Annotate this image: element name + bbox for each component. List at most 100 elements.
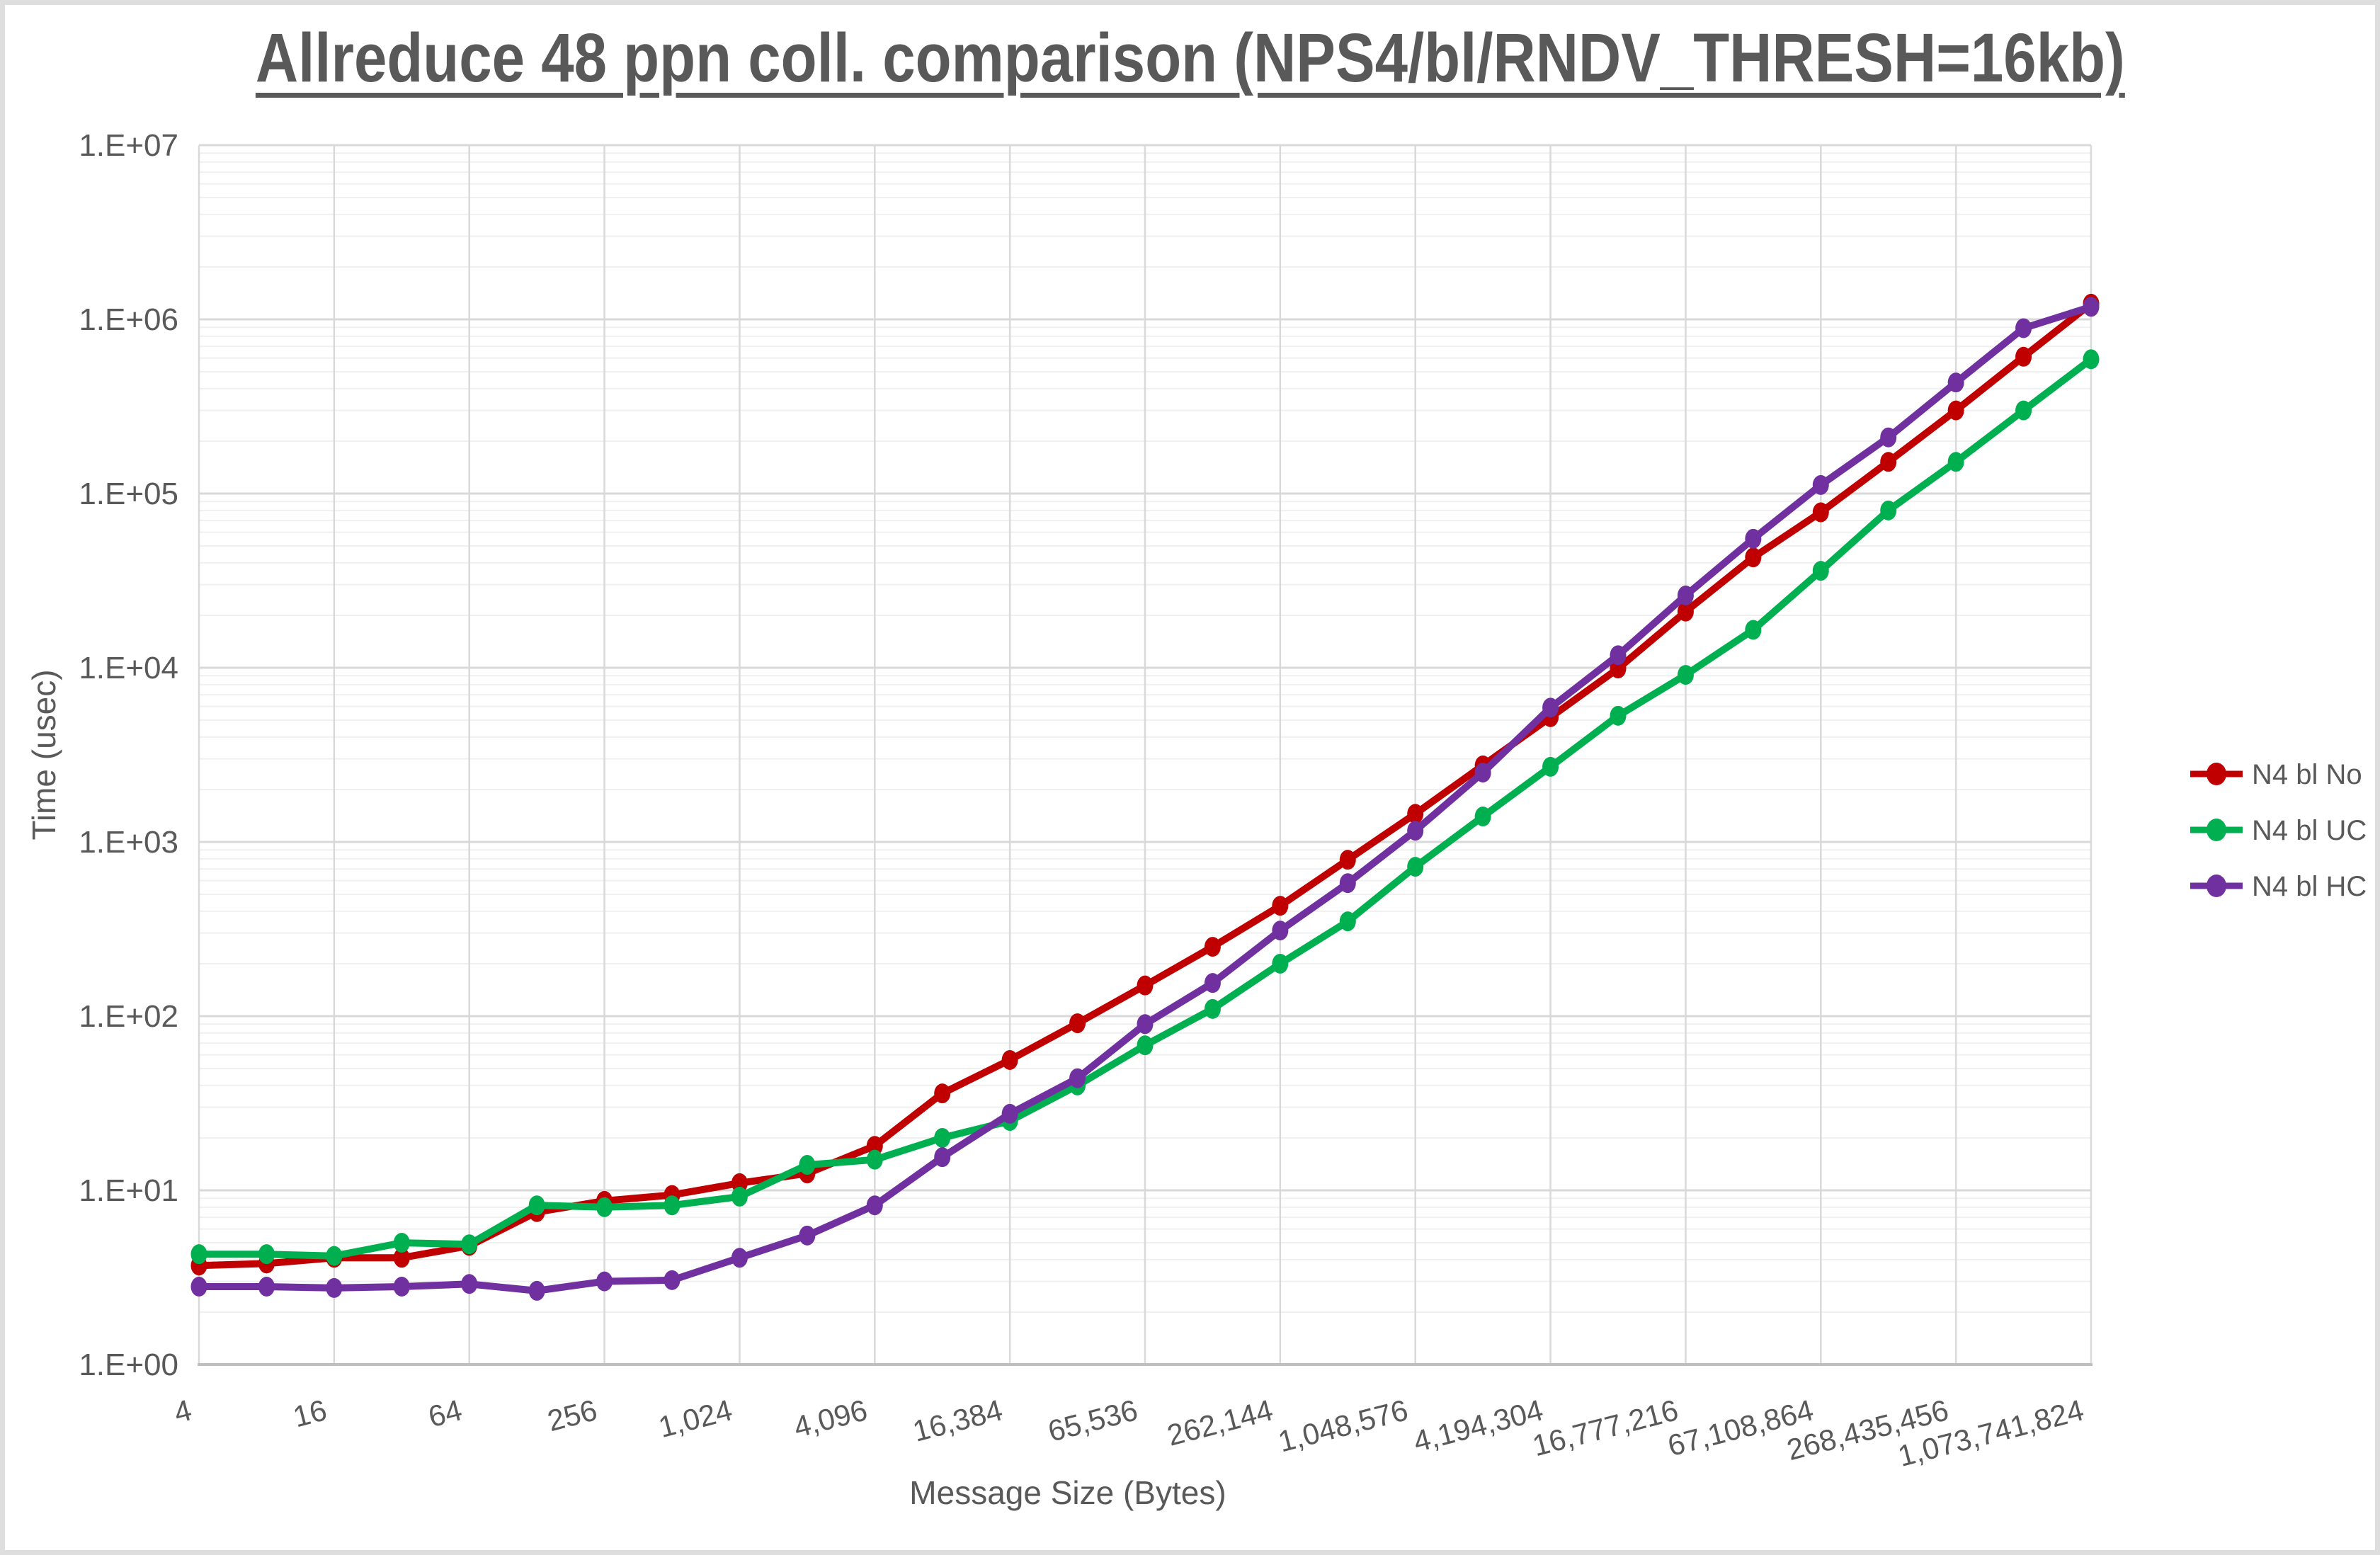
gridlines-vertical	[198, 145, 2093, 1365]
series-n4-bl-uc	[190, 349, 2100, 1266]
data-point	[326, 1246, 343, 1266]
data-point	[596, 1197, 613, 1217]
data-point	[2015, 400, 2032, 421]
data-point	[1880, 452, 1897, 472]
data-point	[1880, 500, 1897, 520]
legend-marker-icon	[2207, 763, 2226, 785]
data-point	[1204, 937, 1221, 957]
data-point	[934, 1083, 951, 1104]
data-point	[1745, 528, 1762, 549]
data-point	[1069, 1013, 1086, 1034]
x-axis-tick-labels: 4 16 64 256 1,024 4,096 16,384 65,536 262,1441,0…	[171, 1393, 2087, 1473]
data-point	[1001, 1049, 1018, 1070]
x-tick-label: 262,144	[1163, 1393, 1276, 1452]
x-tick-label: 4,096	[790, 1393, 871, 1444]
legend-label: N4 bl UC	[2252, 815, 2367, 846]
data-point	[2015, 318, 2032, 338]
series-n4-bl-hc	[190, 297, 2100, 1301]
data-point	[1204, 973, 1221, 993]
data-point	[1001, 1103, 1018, 1124]
data-point	[1272, 953, 1289, 974]
x-tick-label: 4,194,304	[1410, 1393, 1547, 1458]
data-point	[799, 1225, 816, 1246]
x-tick-label: 16	[290, 1393, 330, 1433]
data-point	[866, 1136, 883, 1156]
y-tick-label: 1.E+05	[79, 477, 178, 511]
legend-item: N4 bl UC	[2190, 815, 2367, 846]
data-point	[528, 1280, 545, 1301]
data-point	[1339, 911, 1356, 932]
data-point	[2083, 349, 2100, 370]
data-point	[1407, 857, 1424, 877]
data-point	[393, 1276, 410, 1297]
data-point	[258, 1276, 275, 1297]
data-point	[461, 1234, 478, 1255]
data-point	[1137, 1035, 1154, 1056]
data-point	[1272, 921, 1289, 941]
data-point	[258, 1244, 275, 1265]
data-point	[2083, 297, 2100, 317]
data-point	[1069, 1068, 1086, 1088]
y-tick-label: 1.E+07	[79, 128, 178, 163]
y-tick-label: 1.E+01	[79, 1173, 178, 1208]
legend-marker-icon	[2207, 819, 2226, 841]
data-point	[2015, 346, 2032, 367]
data-point	[1339, 850, 1356, 870]
data-point	[1745, 620, 1762, 640]
data-point	[461, 1274, 478, 1294]
x-tick-label: 64	[425, 1393, 465, 1433]
chart-title: Allreduce 48 ppn coll. comparison (NPS4/…	[0, 18, 2380, 98]
y-axis-tick-labels: 1.E+00 1.E+01 1.E+02 1.E+03 1.E+04 1.E+05 1.E+…	[79, 128, 178, 1382]
y-axis-title: Time (usec)	[25, 669, 62, 840]
data-point	[866, 1149, 883, 1170]
y-tick-label: 1.E+00	[79, 1348, 178, 1382]
x-axis-title: Message Size (Bytes)	[909, 1474, 1226, 1511]
data-point	[1137, 975, 1154, 996]
data-point	[1947, 400, 1964, 421]
x-tick-label: 4	[171, 1393, 195, 1429]
data-point	[1812, 561, 1829, 581]
data-point	[1677, 601, 1694, 622]
data-point	[1677, 585, 1694, 605]
data-point	[1137, 1014, 1154, 1035]
data-point	[664, 1195, 681, 1216]
y-tick-label: 1.E+06	[79, 302, 178, 337]
data-point	[1610, 705, 1627, 726]
data-point	[1474, 807, 1491, 827]
legend: N4 bl No N4 bl UC N4 bl HC	[2190, 759, 2367, 902]
data-point	[596, 1271, 613, 1292]
data-point	[934, 1147, 951, 1168]
legend-item: N4 bl No	[2190, 759, 2362, 790]
data-point	[799, 1155, 816, 1175]
legend-marker-icon	[2207, 875, 2226, 897]
data-point	[528, 1195, 545, 1216]
data-point	[1407, 804, 1424, 824]
y-tick-label: 1.E+03	[79, 825, 178, 860]
data-point	[1407, 821, 1424, 841]
data-point	[1542, 756, 1559, 777]
data-point	[1610, 645, 1627, 666]
x-tick-label: 1,024	[655, 1393, 736, 1444]
data-point	[731, 1248, 748, 1268]
data-point	[1272, 896, 1289, 916]
data-point	[664, 1270, 681, 1290]
y-tick-label: 1.E+02	[79, 999, 178, 1034]
data-point	[1812, 502, 1829, 523]
legend-item: N4 bl HC	[2190, 871, 2367, 902]
data-point	[1204, 998, 1221, 1019]
x-tick-label: 256	[544, 1393, 600, 1437]
data-point	[1542, 697, 1559, 718]
legend-label: N4 bl HC	[2252, 871, 2367, 902]
x-tick-label: 16,384	[909, 1393, 1006, 1448]
chart-title-text: Allreduce 48 ppn coll. comparison (NPS4/…	[255, 19, 2125, 96]
x-tick-label: 65,536	[1044, 1393, 1141, 1448]
y-tick-label: 1.E+04	[79, 651, 178, 685]
x-tick-label: 16,777,216	[1529, 1393, 1681, 1462]
data-point	[1677, 665, 1694, 685]
data-point	[934, 1127, 951, 1148]
data-point	[1947, 452, 1964, 472]
data-point	[393, 1248, 410, 1268]
data-point	[190, 1244, 207, 1265]
